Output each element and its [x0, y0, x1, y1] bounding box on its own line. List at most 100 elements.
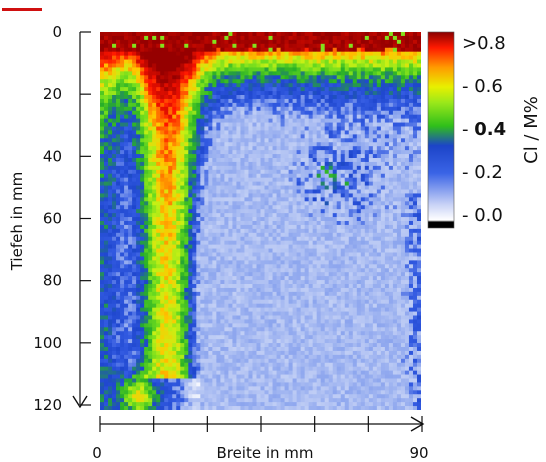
heatmap-cell [188, 47, 193, 53]
heatmap-cell [200, 114, 205, 120]
heatmap-cell [160, 224, 165, 230]
heatmap-cell [104, 252, 109, 257]
heatmap-cell [300, 130, 306, 135]
heatmap-cell [152, 47, 157, 53]
heatmap-cell [340, 244, 346, 249]
heatmap-cell [344, 67, 350, 72]
heatmap-cell [168, 201, 173, 206]
heatmap-cell [144, 256, 149, 261]
heatmap-cell [284, 118, 289, 123]
heatmap-cell [124, 87, 129, 92]
heatmap-cell [236, 256, 241, 261]
heatmap-cell [332, 173, 338, 179]
heatmap-cell [284, 114, 289, 120]
heatmap-cell [304, 106, 310, 112]
heatmap-cell [348, 213, 354, 218]
heatmap-cell [372, 106, 378, 112]
heatmap-cell [328, 138, 334, 143]
heatmap-cell [336, 252, 342, 257]
heatmap-cell [128, 224, 133, 230]
heatmap-cell [128, 252, 133, 257]
heatmap-cell [236, 213, 241, 218]
heatmap-cell [340, 55, 346, 60]
heatmap-cell [396, 118, 402, 123]
heatmap-cell [168, 87, 173, 92]
heatmap-cell [280, 173, 285, 179]
heatmap-cell [100, 177, 105, 183]
heatmap-cell [136, 122, 141, 127]
heatmap-cell [248, 201, 253, 206]
heatmap-cell [160, 161, 165, 167]
heatmap-cell [396, 244, 402, 249]
heatmap-cell [236, 161, 241, 167]
heatmap-cell [300, 122, 306, 127]
heatmap-cell [164, 165, 169, 171]
heatmap-cell [260, 221, 265, 226]
heatmap-cell [128, 126, 133, 131]
heatmap-cell [104, 114, 109, 120]
heatmap-cell [392, 240, 398, 246]
heatmap-cell [320, 83, 326, 88]
heatmap-cell [400, 205, 406, 210]
heatmap-cell [208, 55, 213, 60]
heatmap-cell [184, 154, 189, 159]
heatmap-cell [312, 260, 318, 265]
heatmap-cell [224, 43, 229, 49]
heatmap-cell [120, 87, 125, 92]
heatmap-cell [180, 209, 185, 214]
heatmap-cell [272, 221, 277, 226]
heatmap-cell [264, 158, 269, 163]
heatmap-cell [184, 256, 189, 261]
heatmap-cell [132, 126, 137, 131]
heatmap-cell [184, 201, 189, 206]
heatmap-cell [392, 138, 398, 143]
heatmap-cell [416, 146, 421, 151]
heatmap-cell [364, 232, 370, 238]
heatmap-cell [336, 158, 342, 163]
heatmap-cell [384, 102, 390, 108]
heatmap-cell [352, 264, 358, 269]
heatmap-cell [176, 189, 181, 194]
heatmap-cell [336, 63, 342, 68]
heatmap-cell [316, 201, 322, 206]
heatmap-cell [228, 248, 233, 253]
heatmap-cell [184, 75, 189, 80]
heatmap-cell [276, 98, 281, 104]
heatmap-cell [128, 35, 133, 41]
heatmap-cell [228, 51, 233, 57]
heatmap-cell [220, 213, 225, 218]
heatmap-cell [344, 55, 350, 60]
heatmap-cell [108, 150, 113, 155]
heatmap-cell [232, 205, 237, 210]
heatmap-cell [384, 106, 390, 112]
heatmap-cell [180, 87, 185, 92]
heatmap-cell [348, 236, 354, 242]
heatmap-cell [244, 224, 249, 230]
heatmap-cell [388, 161, 394, 167]
heatmap-cell [208, 169, 213, 175]
heatmap-cell [384, 91, 390, 96]
heatmap-cell [352, 268, 358, 273]
heatmap-cell [384, 75, 390, 80]
heatmap-cell [396, 193, 402, 198]
heatmap-cell [264, 264, 269, 269]
heatmap-cell [400, 256, 406, 261]
heatmap-cell [292, 205, 298, 210]
heatmap-cell [416, 114, 421, 120]
heatmap-cell [244, 87, 249, 92]
heatmap-cell [112, 71, 117, 76]
heatmap-cell [248, 102, 253, 108]
heatmap-cell [280, 154, 285, 159]
heatmap-cell [196, 106, 201, 112]
heatmap-cell [208, 150, 213, 155]
heatmap-cell [312, 169, 318, 175]
heatmap-cell [236, 122, 241, 127]
heatmap-cell [236, 150, 241, 155]
heatmap-cell [292, 106, 298, 112]
heatmap-cell [168, 193, 173, 198]
heatmap-cell [272, 55, 277, 60]
heatmap-cell [232, 106, 237, 112]
heatmap-cell [172, 55, 177, 60]
heatmap-cell [328, 169, 334, 175]
heatmap-cell [208, 83, 213, 88]
